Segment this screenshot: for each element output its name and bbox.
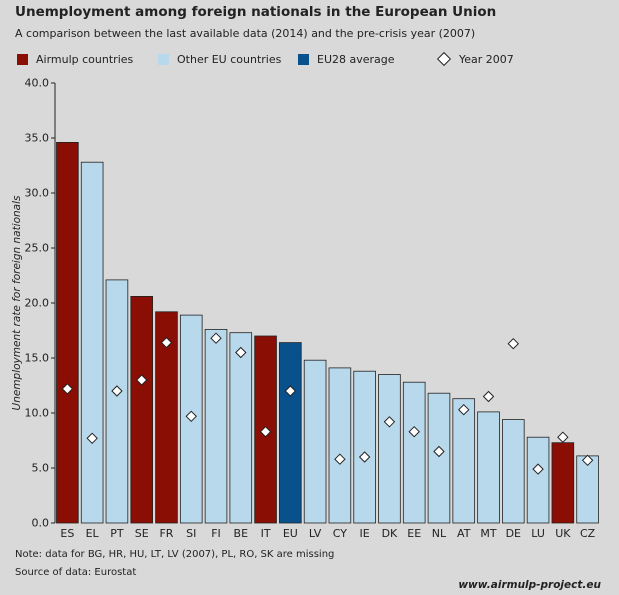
source-text: Source of data: Eurostat	[15, 567, 137, 578]
legend-item-other: Other EU countries	[158, 51, 281, 67]
x-tick-label: MT	[480, 527, 496, 540]
chart-title: Unemployment among foreign nationals in …	[15, 4, 497, 20]
point-2007-BE	[235, 346, 247, 359]
x-tick-label: NL	[432, 527, 447, 540]
legend-label-2007: Year 2007	[459, 52, 514, 66]
note-text: Note: data for BG, HR, HU, LT, LV (2007)…	[15, 549, 335, 560]
x-tick-label: FI	[211, 527, 221, 540]
legend-label-eu: EU28 average	[317, 52, 395, 66]
x-tick-label: EE	[407, 527, 421, 540]
point-2007-PT	[111, 385, 123, 397]
legend-item-eu: EU28 average	[298, 51, 395, 67]
bar-IE	[353, 370, 376, 524]
bar-LU	[526, 436, 550, 524]
point-2007-FI	[210, 332, 222, 344]
x-tick-label: EU	[283, 527, 298, 540]
bar-DE	[502, 419, 525, 524]
chart-subtitle: A comparison between the last available …	[15, 27, 476, 40]
x-tick-label: FR	[159, 527, 173, 540]
x-tick-label: PT	[110, 527, 124, 540]
x-tick-label: ES	[60, 527, 74, 540]
point-2007-IT	[259, 425, 272, 438]
legend-item-airmulp: Airmulp countries	[17, 51, 133, 67]
x-tick-label: DE	[506, 527, 521, 540]
x-tick-label: IT	[261, 527, 271, 540]
point-2007-EL	[86, 432, 98, 445]
bar-FR	[155, 311, 178, 524]
point-2007-EE	[408, 425, 420, 438]
x-tick-label: IE	[360, 527, 370, 540]
bar-UK	[551, 442, 575, 524]
y-tick-label: 5.0	[32, 462, 50, 475]
bar-SE	[130, 295, 153, 524]
point-2007-LU	[532, 463, 544, 475]
point-2007-AT	[458, 403, 470, 416]
point-2007-MT	[482, 390, 495, 403]
legend-swatch-other	[158, 53, 169, 65]
bar-ES	[56, 141, 79, 524]
x-tick-label: LU	[531, 527, 545, 540]
bar-EU	[279, 342, 302, 524]
x-tick-label: AT	[457, 527, 471, 540]
legend-item-2007: Year 2007	[436, 51, 514, 67]
bar-EE	[402, 381, 426, 524]
bar-PT	[105, 279, 129, 524]
legend-swatch-airmulp	[17, 53, 28, 65]
bar-DK	[378, 374, 401, 524]
bar-BE	[229, 332, 253, 524]
bar-FI	[204, 328, 228, 524]
legend-label-other: Other EU countries	[177, 52, 282, 66]
point-2007-NL	[433, 445, 445, 458]
y-tick-label: 40.0	[25, 77, 50, 90]
point-2007-DE	[507, 337, 520, 350]
point-2007-CZ	[581, 454, 594, 467]
y-tick-label: 0.0	[32, 517, 50, 530]
bar-CY	[328, 367, 352, 524]
point-2007-IE	[358, 451, 371, 463]
y-tick-label: 15.0	[25, 352, 50, 365]
bar-AT	[452, 398, 476, 524]
x-tick-label: LV	[309, 527, 322, 540]
legend: Airmulp countries Other EU countries EU2…	[17, 51, 617, 67]
bar-MT	[477, 411, 500, 524]
point-2007-EU	[284, 385, 297, 397]
x-tick-label: UK	[555, 527, 571, 540]
y-tick-label: 35.0	[25, 132, 50, 145]
x-tick-label: SE	[135, 527, 149, 540]
y-tick-label: 25.0	[25, 242, 50, 255]
x-tick-label: EL	[86, 527, 100, 540]
x-tick-label: BE	[234, 527, 249, 540]
y-tick-label: 10.0	[25, 407, 50, 420]
y-tick-label: 30.0	[25, 187, 50, 200]
point-2007-UK	[557, 431, 569, 443]
x-tick-label: CZ	[580, 527, 596, 540]
point-2007-FR	[160, 336, 173, 349]
x-tick-label: CY	[333, 527, 347, 540]
website-link[interactable]: www.airmulp-project.eu	[458, 579, 601, 591]
bar-EL	[80, 161, 104, 524]
point-2007-DK	[383, 416, 396, 428]
point-2007-SE	[135, 374, 148, 386]
point-2007-SI	[185, 410, 197, 423]
bar-NL	[427, 392, 451, 524]
x-tick-label: SI	[186, 527, 196, 540]
point-2007-CY	[334, 453, 346, 465]
y-tick-label: 20.0	[25, 297, 50, 310]
bar-LV	[303, 359, 327, 524]
x-tick-label: DK	[382, 527, 398, 540]
point-2007-ES	[61, 383, 74, 395]
legend-swatch-eu	[298, 53, 309, 65]
y-axis-label: Unemployment rate for foreign nationals	[11, 195, 23, 411]
legend-label-airmulp: Airmulp countries	[36, 52, 134, 66]
